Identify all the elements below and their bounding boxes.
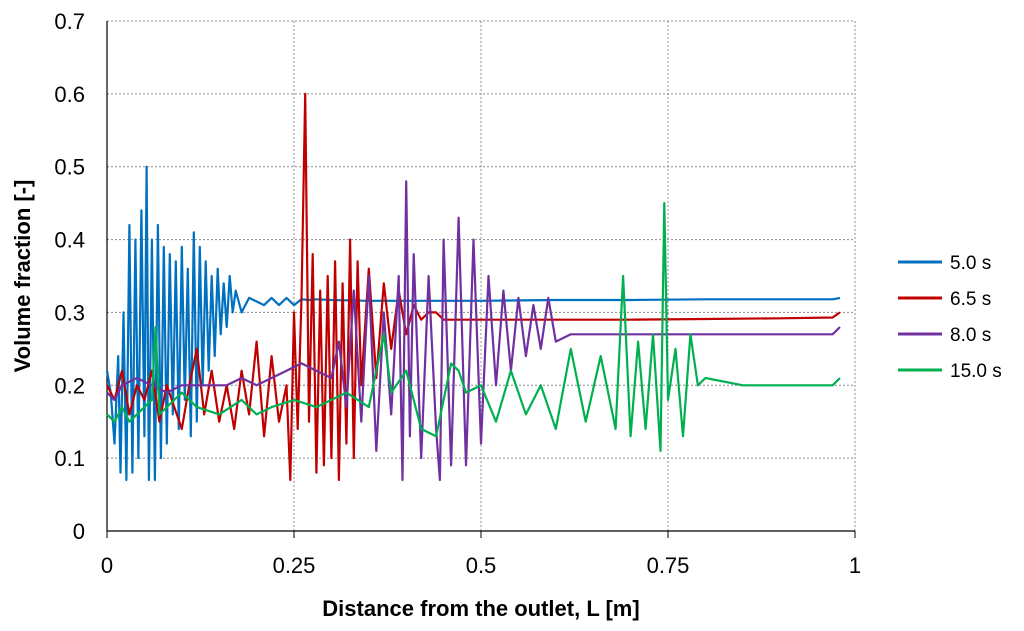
y-tick-label: 0.5	[54, 155, 85, 180]
tick-labels: 0 0.1 0.2 0.3 0.4 0.5 0.6 0.7 0 0.25 0.5 0.75 1	[54, 9, 861, 578]
y-tick-label: 0.2	[54, 373, 85, 398]
series-line-8-0-s	[106, 180, 841, 482]
y-tick-label: 0.3	[54, 300, 85, 325]
x-tick-label: 1	[849, 553, 861, 578]
axes	[106, 21, 856, 538]
series-lines	[105, 92, 841, 482]
y-tick-label: 0.6	[54, 82, 85, 107]
series-line-5-0-s	[105, 165, 841, 482]
legend-label: 6.5 s	[950, 289, 991, 310]
x-tick-label: 0.5	[466, 553, 497, 578]
x-axis-title: Distance from the outlet, L [m]	[322, 596, 639, 621]
y-tick-label: 0.7	[54, 9, 85, 34]
legend-label: 8.0 s	[950, 325, 991, 346]
series-line-15-0-s	[106, 202, 841, 452]
y-axis-title: Volume fraction [-]	[10, 180, 35, 373]
legend-label: 5.0 s	[950, 253, 991, 274]
x-tick-label: 0.75	[647, 553, 690, 578]
grid-lines	[107, 20, 856, 531]
series-line-6-5-s	[106, 92, 841, 482]
y-tick-label: 0.4	[54, 228, 85, 253]
legend-label: 15.0 s	[950, 361, 1002, 382]
x-tick-label: 0.25	[273, 553, 316, 578]
y-tick-label: 0	[73, 519, 85, 544]
y-tick-label: 0.1	[54, 446, 85, 471]
legend: 5.0 s 6.5 s 8.0 s 15.0 s	[898, 253, 1002, 382]
x-tick-label: 0	[101, 553, 113, 578]
